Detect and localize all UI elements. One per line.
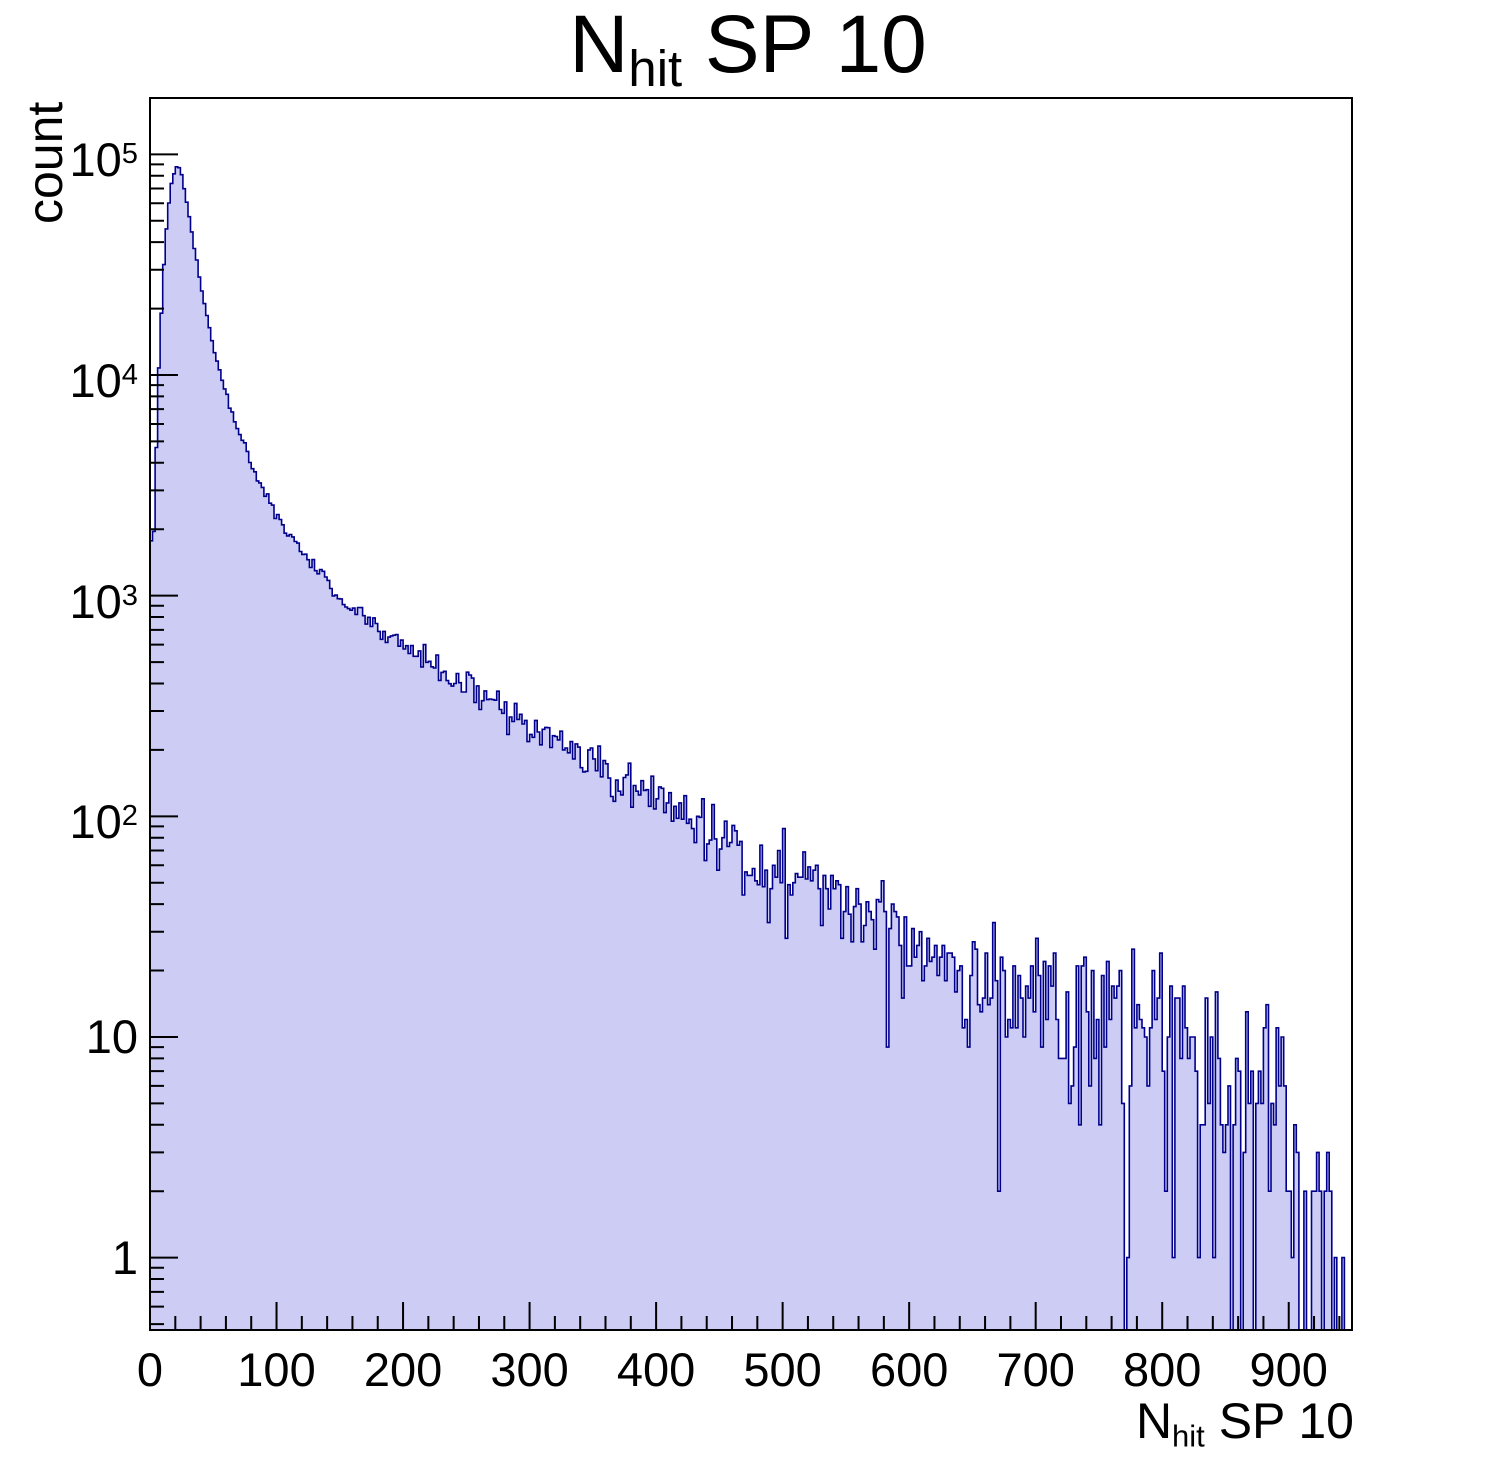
histogram-fill: [150, 166, 1350, 1330]
x-tick-label: 700: [996, 1343, 1075, 1396]
x-tick-label: 0: [136, 1343, 164, 1396]
plot-frame: [149, 97, 1353, 1331]
plot-title-rest: SP 10: [682, 0, 927, 90]
x-tick-label: 300: [490, 1343, 569, 1396]
x-tick-label: 600: [869, 1343, 949, 1396]
y-tick-label: 102: [69, 795, 138, 849]
x-axis-title-sub: hit: [1172, 1418, 1205, 1454]
histogram-outline: [149, 166, 1350, 1331]
y-tick-label: 103: [69, 574, 138, 628]
y-tick-label: 105: [69, 133, 138, 187]
x-axis-title-rest: SP 10: [1204, 1393, 1354, 1449]
y-tick-label: 10: [85, 1009, 138, 1063]
x-tick-label: 100: [237, 1343, 316, 1396]
x-tick-label: 900: [1249, 1343, 1328, 1396]
plot-title: Nhit SP 10: [0, 0, 1496, 98]
axis-ticks: [149, 153, 1341, 1330]
plot-title-sub: hit: [628, 40, 683, 98]
x-tick-label: 800: [1122, 1343, 1202, 1396]
y-tick-label: 1: [111, 1230, 138, 1284]
x-tick-label: 200: [363, 1343, 443, 1396]
y-tick-label: 104: [69, 354, 138, 408]
x-axis-title-main: N: [1135, 1393, 1173, 1449]
x-tick-label: 500: [743, 1343, 822, 1396]
x-axis-title: Nhit SP 10: [1136, 1392, 1354, 1455]
x-tick-label: 400: [616, 1343, 696, 1396]
plot-title-main: N: [569, 0, 629, 90]
